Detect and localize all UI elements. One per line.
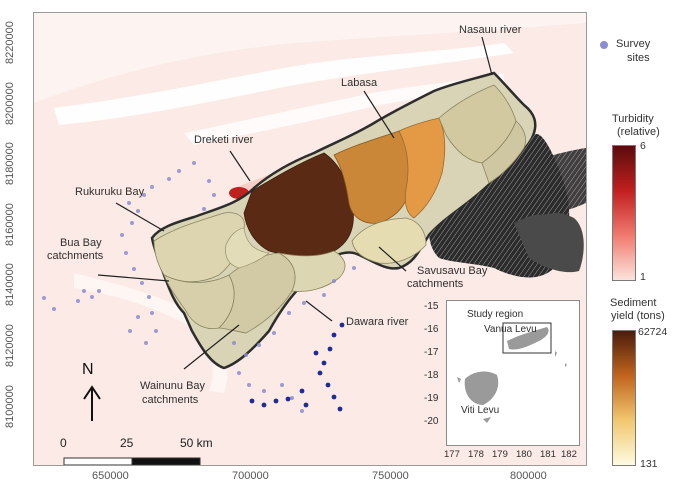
x-axis-tick: 650000: [92, 470, 129, 482]
catchment-dreketi: [243, 152, 354, 257]
x-axis-tick: 750000: [372, 470, 409, 482]
legend-sediment-max: 62724: [638, 326, 668, 338]
white-reef-band: [54, 43, 514, 125]
inset-y-tick: -15: [424, 301, 439, 312]
eastern-island: [502, 148, 586, 215]
catchment-savusavu: [351, 217, 427, 264]
catchment-central: [225, 227, 270, 269]
legend-turbidity-subtitle: (relative): [617, 126, 660, 138]
y-axis-tick: 8140000: [4, 263, 16, 306]
survey-sites: [42, 161, 356, 413]
y-axis-tick: 8180000: [4, 142, 16, 185]
inset-x-tick: 178: [468, 449, 484, 460]
sediment-colorbar: [612, 330, 636, 466]
label-dawara-river: Dawara river: [346, 316, 409, 328]
y-axis-tick: 8200000: [4, 82, 16, 125]
legend-survey-line1: Survey: [616, 38, 651, 50]
inset-study-box: [502, 322, 552, 354]
inset-x-tick: 181: [540, 449, 556, 460]
turbidity-colorbar: [612, 145, 636, 281]
catchment-wainunu: [218, 252, 296, 334]
label-bua-catchments: catchments: [47, 250, 104, 262]
survey-sites-dense: [249, 322, 345, 412]
legend-sediment-title: Sediment: [610, 297, 657, 309]
legend-sediment-min: 131: [640, 458, 658, 470]
label-labasa: Labasa: [341, 77, 378, 89]
y-axis-tick: 8220000: [4, 21, 16, 64]
legend-turbidity-max: 6: [640, 140, 646, 152]
north-arrow-label: N: [82, 361, 94, 378]
terrain-relief: [514, 212, 584, 273]
label-rukuruku-bay: Rukuruku Bay: [75, 186, 145, 198]
label-bua-bay: Bua Bay: [60, 237, 102, 249]
map-frame[interactable]: [33, 12, 587, 466]
label-savusavu-catchments: catchments: [407, 278, 464, 290]
inset-canvas: [457, 322, 567, 423]
survey-site-legend-icon: [600, 41, 608, 49]
label-leaders: [97, 36, 493, 370]
y-axis-tick: 8100000: [4, 385, 16, 428]
offshore-plume: [34, 13, 586, 103]
inset-y-tick: -18: [424, 370, 439, 381]
inset-viti-levu: [464, 371, 499, 405]
legend-survey-line2: sites: [627, 52, 650, 64]
scale-bar: [63, 457, 201, 465]
y-axis-tick: 8160000: [4, 203, 16, 246]
scale-label-25: 25: [120, 436, 134, 450]
inset-x-tick: 182: [561, 449, 577, 460]
label-wainunu-catchments: catchments: [142, 394, 199, 406]
label-nasauu-river: Nasauu river: [459, 24, 522, 36]
map-canvas: [34, 13, 586, 465]
inset-vanua-levu-label: Vanua Levu: [484, 324, 537, 335]
label-wainunu-bay: Wainunu Bay: [140, 380, 206, 392]
y-axis-tick: 8120000: [4, 324, 16, 367]
inset-study-region: Study region: [467, 309, 524, 320]
legend-sediment-subtitle: yield (tons): [611, 310, 665, 322]
scale-label-50km: 50 km: [180, 436, 213, 450]
label-savusavu-bay: Savusavu Bay: [417, 265, 488, 277]
inset-y-tick: -16: [424, 324, 439, 335]
catchment-east: [481, 120, 526, 184]
inset-x-tick: 177: [444, 449, 460, 460]
inset-viti-levu-label: Viti Levu: [461, 405, 500, 416]
inset-x-tick: 180: [516, 449, 532, 460]
legend-turbidity-min: 1: [640, 271, 646, 283]
label-dreketi-river: Dreketi river: [194, 134, 254, 146]
inset-vanua-levu: [507, 327, 549, 350]
catchment-labasa: [333, 130, 411, 224]
inset-y-tick: -19: [424, 393, 439, 404]
x-axis-tick: 800000: [510, 470, 547, 482]
legend-turbidity-title: Turbidity: [612, 113, 654, 125]
catchment-dawara: [278, 250, 346, 292]
x-axis-tick: 700000: [232, 470, 269, 482]
inset-y-tick: -20: [424, 416, 439, 427]
inset-x-tick: 179: [492, 449, 508, 460]
reef-band-north: [184, 73, 504, 145]
inset-y-tick: -17: [424, 347, 439, 358]
catchment-labasa-east: [398, 117, 446, 219]
inset-map: [446, 300, 580, 446]
scale-label-0: 0: [60, 436, 67, 450]
north-arrow-icon: [83, 385, 101, 421]
